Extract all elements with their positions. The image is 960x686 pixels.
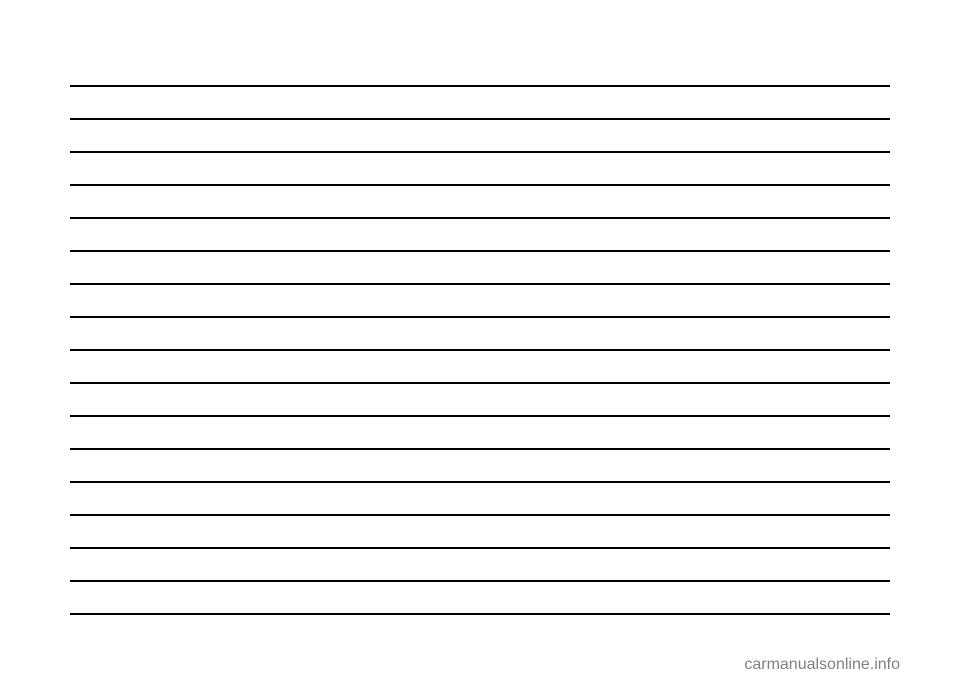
note-line [70, 349, 890, 351]
note-line [70, 481, 890, 483]
note-line [70, 580, 890, 582]
note-line [70, 415, 890, 417]
note-line [70, 283, 890, 285]
note-line [70, 514, 890, 516]
note-line [70, 448, 890, 450]
note-line [70, 613, 890, 615]
note-line [70, 184, 890, 186]
watermark-text: carmanualsonline.info [744, 656, 900, 674]
note-line [70, 382, 890, 384]
notes-lines-container [70, 85, 890, 615]
note-line [70, 85, 890, 87]
note-line [70, 250, 890, 252]
note-line [70, 316, 890, 318]
note-line [70, 118, 890, 120]
note-line [70, 151, 890, 153]
note-line [70, 547, 890, 549]
note-line [70, 217, 890, 219]
